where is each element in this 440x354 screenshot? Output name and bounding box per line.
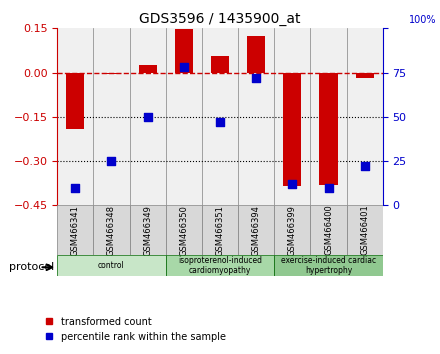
FancyBboxPatch shape [57,205,93,255]
FancyBboxPatch shape [57,255,166,276]
Text: GSM466394: GSM466394 [252,205,260,256]
Point [144,114,151,120]
Point [253,75,260,81]
Point [180,64,187,70]
Text: protocol: protocol [9,262,54,272]
FancyBboxPatch shape [93,205,129,255]
Point [361,164,368,169]
Text: GSM466350: GSM466350 [180,205,188,256]
Bar [319,73,337,185]
Point [289,181,296,187]
FancyBboxPatch shape [238,205,274,255]
FancyBboxPatch shape [202,205,238,255]
FancyBboxPatch shape [129,205,166,255]
Point [216,119,224,125]
Bar [247,36,265,73]
Text: GSM466349: GSM466349 [143,205,152,256]
FancyBboxPatch shape [274,255,383,276]
Point [72,185,79,190]
Text: 100%: 100% [409,15,436,25]
Point [325,185,332,190]
Text: isoproterenol-induced
cardiomyopathy: isoproterenol-induced cardiomyopathy [178,256,262,275]
Text: GSM466399: GSM466399 [288,205,297,256]
Text: GSM466341: GSM466341 [71,205,80,256]
FancyBboxPatch shape [311,205,347,255]
Legend: transformed count, percentile rank within the sample: transformed count, percentile rank withi… [40,313,230,346]
Text: GSM466401: GSM466401 [360,205,369,256]
FancyBboxPatch shape [274,205,311,255]
Bar [356,73,374,79]
Bar [139,65,157,73]
Bar [66,73,84,129]
Bar [283,73,301,186]
Text: GSM466400: GSM466400 [324,205,333,256]
Bar [211,56,229,73]
Bar [175,29,193,73]
Point [108,158,115,164]
Text: GSM466348: GSM466348 [107,205,116,256]
FancyBboxPatch shape [166,255,274,276]
FancyBboxPatch shape [347,205,383,255]
Text: GSM466351: GSM466351 [216,205,224,256]
Text: exercise-induced cardiac
hypertrophy: exercise-induced cardiac hypertrophy [281,256,376,275]
Text: control: control [98,261,125,270]
FancyBboxPatch shape [166,205,202,255]
Title: GDS3596 / 1435900_at: GDS3596 / 1435900_at [139,12,301,26]
Bar [103,73,121,74]
